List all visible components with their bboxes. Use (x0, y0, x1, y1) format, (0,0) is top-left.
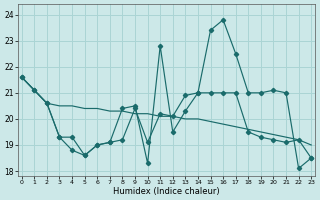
X-axis label: Humidex (Indice chaleur): Humidex (Indice chaleur) (113, 187, 220, 196)
